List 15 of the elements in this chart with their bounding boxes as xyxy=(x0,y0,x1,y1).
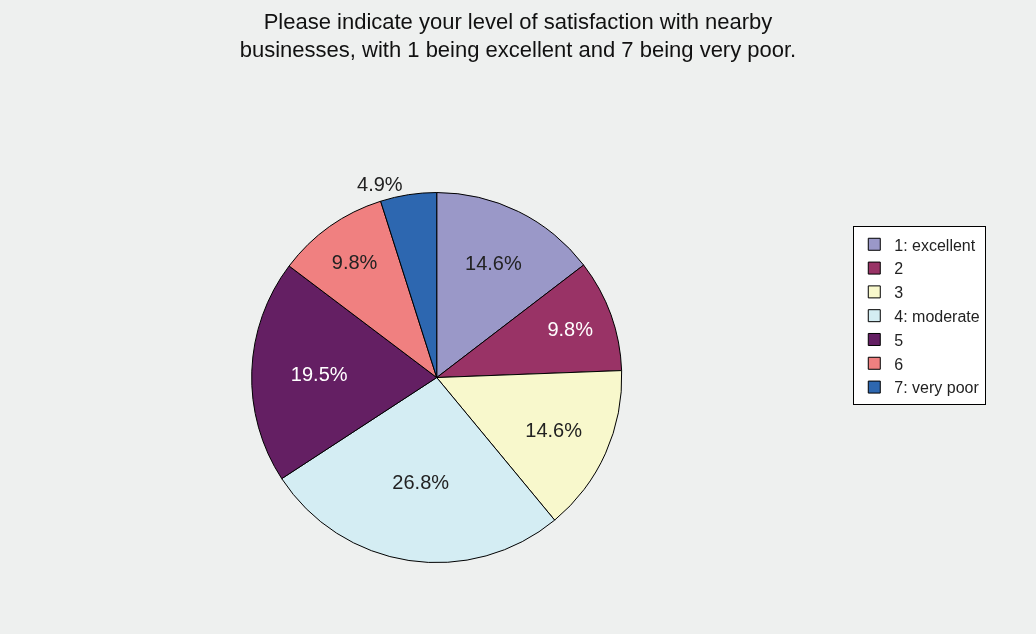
data-label: 19.5% xyxy=(290,362,348,385)
data-label: 9.8% xyxy=(547,318,594,341)
data-label: 14.6% xyxy=(525,418,583,441)
legend-label: 4: moderate xyxy=(894,307,980,325)
legend-label: 6 xyxy=(894,355,904,373)
legend-label: 3 xyxy=(894,284,904,302)
legend-label: 1: excellent xyxy=(894,236,976,254)
legend-label: 5 xyxy=(894,331,904,349)
chart-title: Please indicate your level of satisfaction with nearby businesses, with 1 being excellent and 7 being very poor. xyxy=(239,8,797,63)
data-label: 4.9% xyxy=(357,172,403,195)
data-label: 9.8% xyxy=(331,250,378,273)
data-label: 26.8% xyxy=(392,471,450,494)
legend-label: 7: very poor xyxy=(894,379,980,397)
data-label: 14.6% xyxy=(465,251,522,274)
legend-label: 2 xyxy=(894,260,904,278)
